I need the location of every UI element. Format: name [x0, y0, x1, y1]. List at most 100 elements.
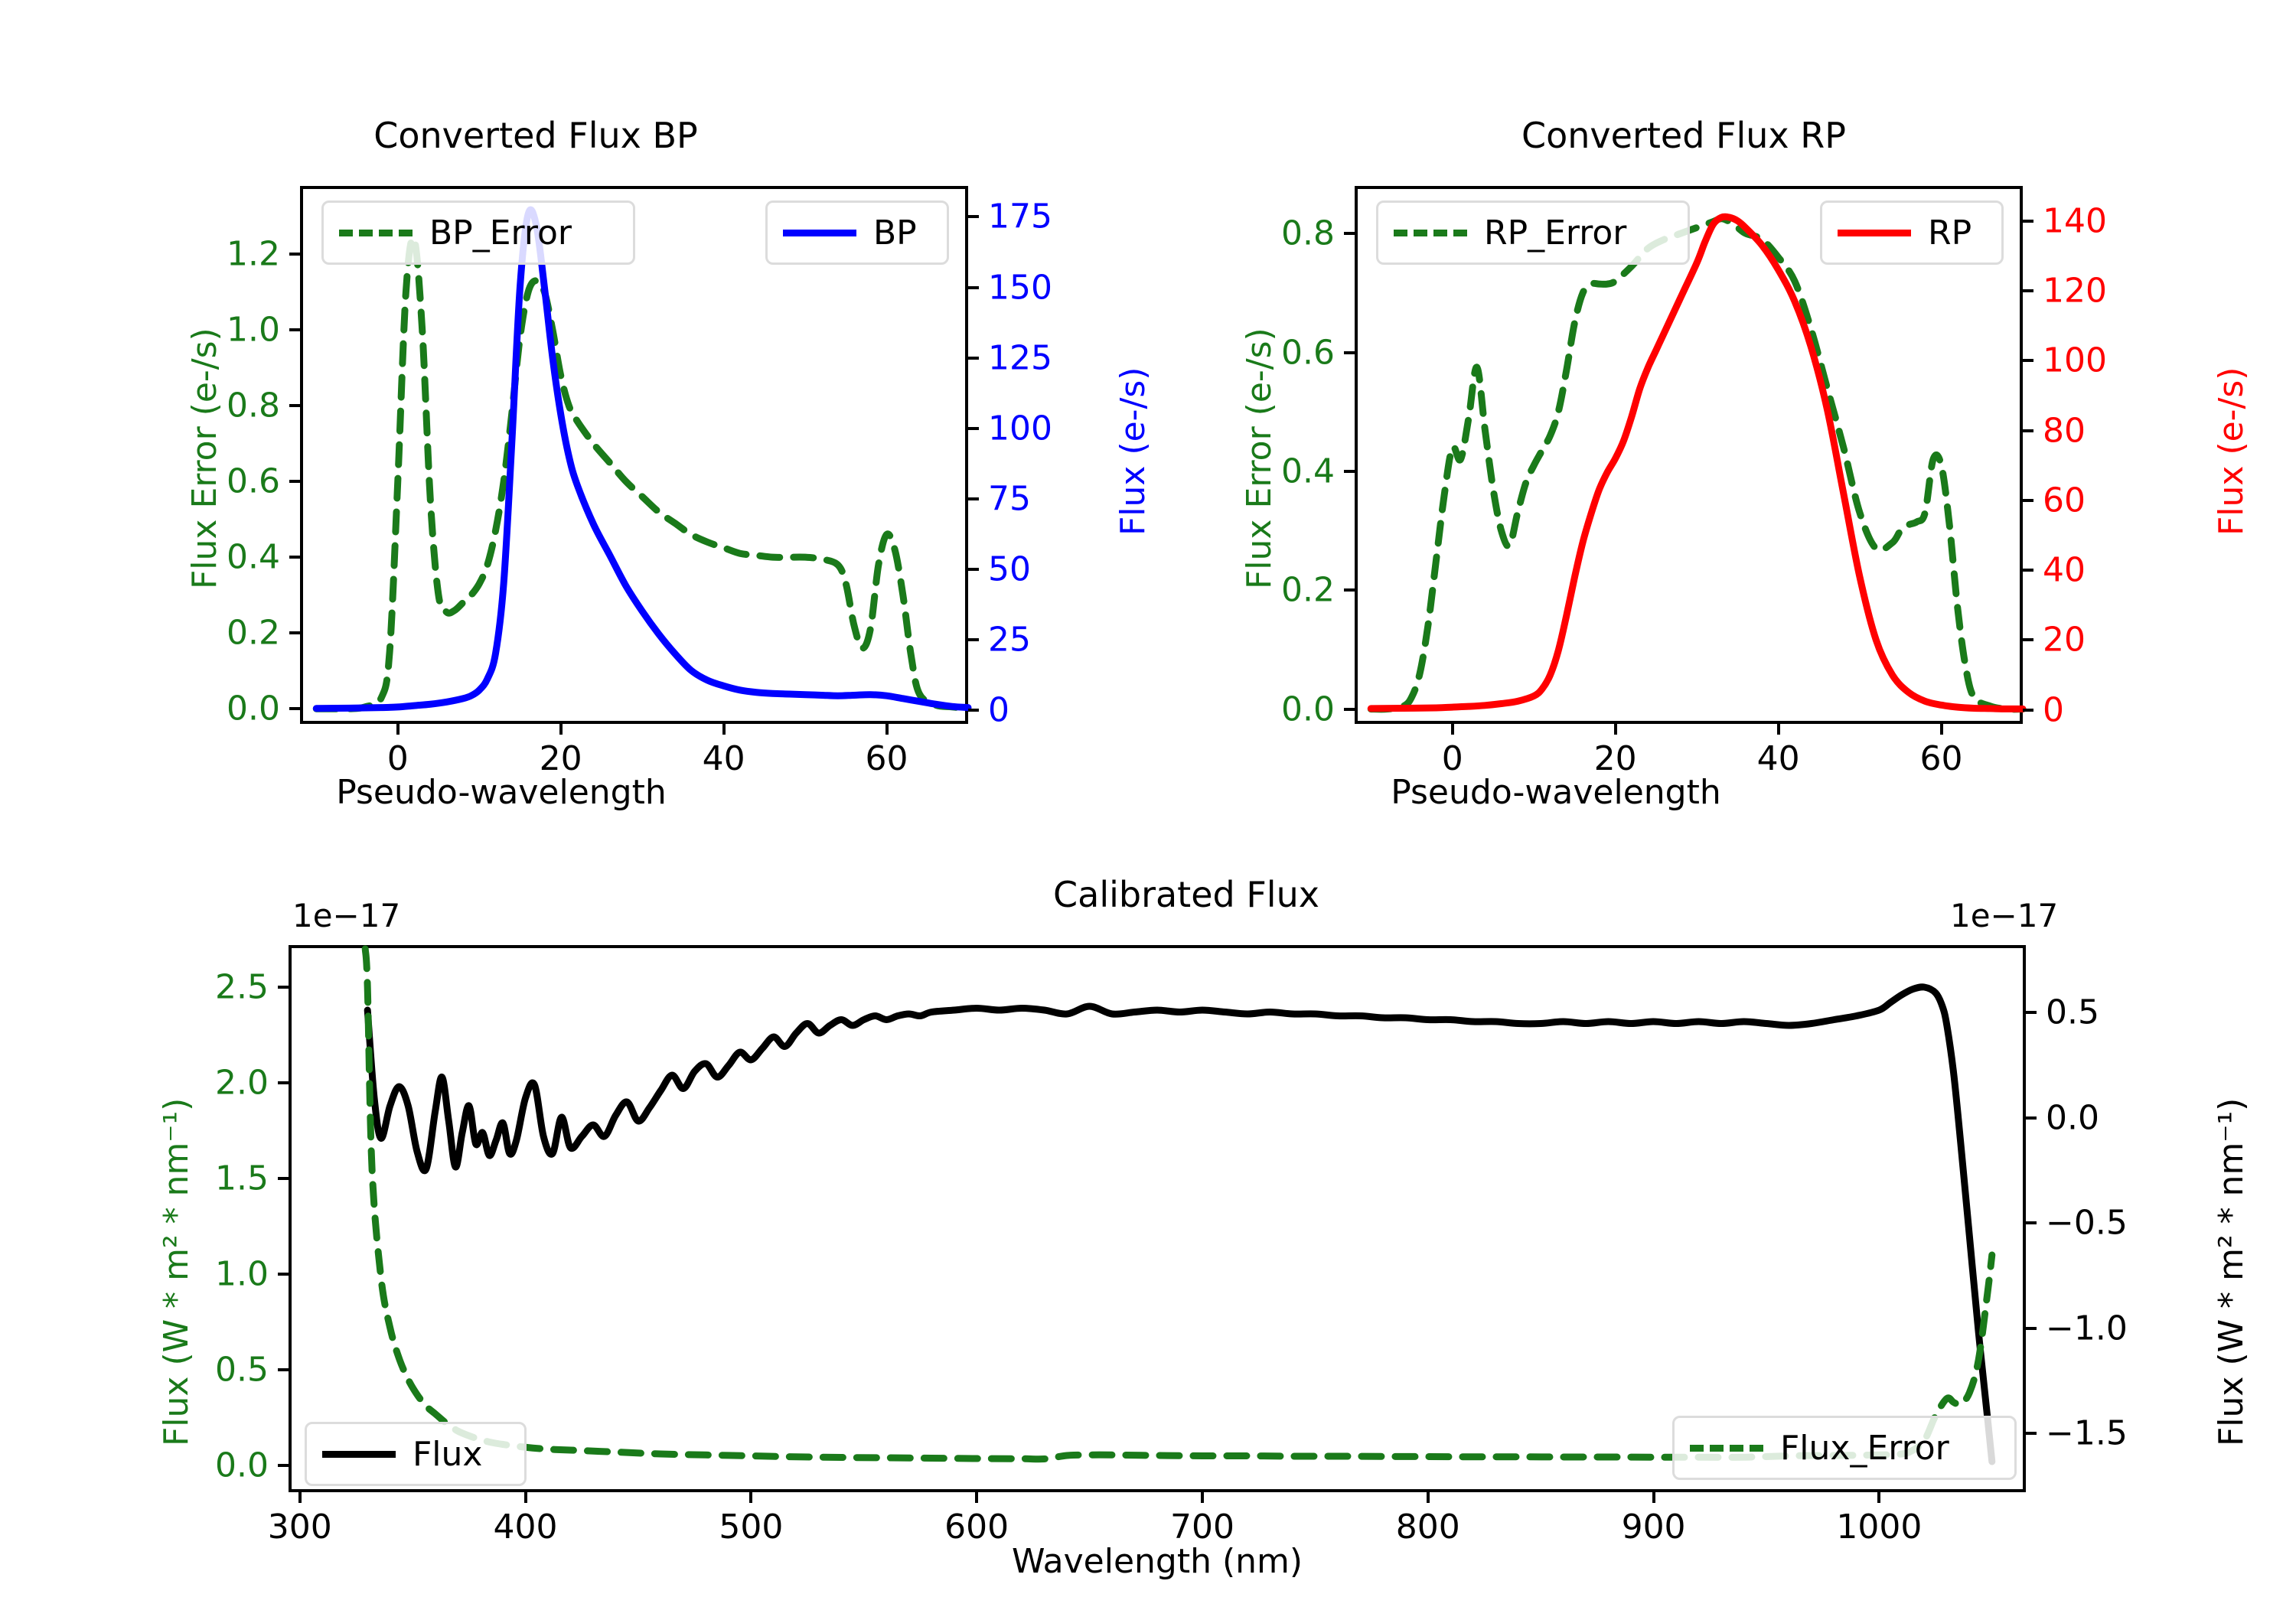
rp-right-tickmark	[2023, 638, 2033, 642]
bp-left-tick-label: 0.2	[227, 613, 280, 653]
calibrated-left-tick-label: 2.5	[215, 967, 269, 1007]
rp-right-tickmark	[2023, 359, 2033, 363]
bp-left-tickmark	[289, 556, 300, 559]
bp-x-tick-label: 40	[702, 739, 745, 778]
calibrated-right-offset-text: 1e−17	[1950, 897, 2059, 934]
bp-right-tick-label: 100	[988, 409, 1052, 448]
bp-right-tickmark	[968, 497, 979, 500]
rp-left-axis-label: Flux Error (e-/s)	[1240, 328, 1279, 589]
rp-error-legend[interactable]: RP_Error	[1376, 200, 1690, 265]
bp-left-tick-label: 0.6	[227, 461, 280, 501]
rp-left-tick-label: 0.0	[1281, 689, 1335, 729]
rp-error-legend-label: RP_Error	[1484, 213, 1627, 253]
bp-left-tickmark	[289, 328, 300, 332]
rp-right-tick-label: 40	[2043, 550, 2086, 590]
calibrated-left-tickmark	[278, 986, 289, 989]
bp-right-tick-label: 50	[988, 549, 1031, 589]
calibrated-left-tick-label: 0.0	[215, 1446, 269, 1485]
calibrated-x-tick-label: 900	[1621, 1508, 1686, 1547]
rp-right-tickmark	[2023, 429, 2033, 432]
rp-right-tick-label: 60	[2043, 481, 2086, 520]
series-rp	[1367, 213, 2027, 712]
calibrated-axes-frame	[289, 945, 2026, 1492]
rp-legend-swatch	[1838, 229, 1911, 236]
calibrated-x-tickmark	[1877, 1492, 1881, 1503]
calibrated-right-tick-label: −1.5	[2046, 1413, 2128, 1453]
bp-error-legend-label: BP_Error	[429, 213, 572, 253]
calibrated-x-tickmark	[1652, 1492, 1655, 1503]
calibrated-error-legend[interactable]: Flux_Error	[1672, 1416, 2017, 1480]
bp-left-axis-label: Flux Error (e-/s)	[185, 328, 224, 589]
calibrated-flux-legend[interactable]: Flux	[305, 1422, 527, 1486]
rp-left-tickmark	[1344, 469, 1355, 473]
rp-x-tick-label: 0	[1441, 739, 1463, 778]
calibrated-left-tickmark	[278, 1081, 289, 1084]
calibrated-left-tick-label: 1.5	[215, 1159, 269, 1198]
calibrated-left-tick-label: 1.0	[215, 1254, 269, 1294]
rp-left-tickmark	[1344, 707, 1355, 711]
rp-right-tick-label: 20	[2043, 620, 2086, 660]
bp-right-tickmark	[968, 215, 979, 219]
bp-error-legend[interactable]: BP_Error	[321, 200, 635, 265]
bp-panel-title: Converted Flux BP	[373, 115, 698, 156]
bp-right-tick-label: 150	[988, 268, 1052, 307]
bp-x-tick-label: 60	[865, 739, 908, 778]
calibrated-right-tickmark	[2026, 1432, 2037, 1435]
panel-calibrated-flux: Calibrated Flux 1e−17 1e−17 0.0 0.5 1.0 1.5…	[0, 811, 2296, 1607]
calibrated-right-tickmark	[2026, 1221, 2037, 1224]
calibrated-x-tickmark	[749, 1492, 753, 1503]
calibrated-panel-title: Calibrated Flux	[1053, 874, 1319, 915]
calibrated-x-tickmark	[298, 1492, 302, 1503]
series-flux	[364, 983, 1996, 1465]
rp-right-tickmark	[2023, 498, 2033, 502]
bp-right-tickmark	[968, 637, 979, 641]
bp-right-axis-label: Flux (e-/s)	[1114, 367, 1153, 536]
rp-x-tick-label: 60	[1919, 739, 1963, 778]
rp-legend[interactable]: RP	[1820, 200, 2004, 265]
calibrated-left-offset-text: 1e−17	[292, 897, 401, 934]
bp-legend[interactable]: BP	[765, 200, 949, 265]
calibrated-left-tickmark	[278, 1464, 289, 1467]
calibrated-right-tick-label: −0.5	[2046, 1203, 2128, 1243]
rp-right-tickmark	[2023, 708, 2033, 712]
calibrated-right-tickmark	[2026, 1326, 2037, 1330]
bp-right-tick-label: 25	[988, 620, 1031, 660]
bp-right-tick-label: 75	[988, 479, 1031, 519]
rp-right-tick-label: 140	[2043, 201, 2107, 241]
bp-x-tickmark	[722, 724, 726, 735]
series-bp_error	[312, 234, 972, 712]
bp-left-tick-label: 0.4	[227, 537, 280, 577]
bp-x-tickmark	[885, 724, 889, 735]
rp-right-tick-label: 120	[2043, 271, 2107, 311]
bp-right-tickmark	[968, 708, 979, 712]
calibrated-x-tick-label: 700	[1169, 1508, 1234, 1547]
rp-left-tickmark	[1344, 588, 1355, 592]
calibrated-x-tick-label: 800	[1395, 1508, 1460, 1547]
bp-x-tick-label: 20	[539, 739, 582, 778]
calibrated-left-axis-label: Flux (W * m² * nm⁻¹)	[157, 1097, 196, 1446]
rp-x-tickmark	[1450, 724, 1454, 735]
rp-x-axis-label: Pseudo-wavelength	[1391, 773, 1721, 812]
calibrated-x-tickmark	[523, 1492, 527, 1503]
rp-right-tick-label: 0	[2043, 690, 2064, 730]
bp-left-tick-label: 1.2	[227, 234, 280, 274]
bp-right-tick-label: 175	[988, 197, 1052, 236]
bp-right-tickmark	[968, 285, 979, 289]
series-rp_error	[1367, 215, 2027, 713]
calibrated-left-tickmark	[278, 1273, 289, 1276]
bp-legend-swatch	[783, 229, 856, 236]
rp-error-legend-swatch	[1394, 229, 1467, 236]
bp-left-tickmark	[289, 707, 300, 711]
calibrated-x-tickmark	[975, 1492, 979, 1503]
calibrated-flux-legend-label: Flux	[413, 1434, 483, 1474]
rp-right-tick-label: 80	[2043, 411, 2086, 451]
bp-x-tickmark	[396, 724, 400, 735]
bp-left-tickmark	[289, 480, 300, 484]
bp-x-tickmark	[559, 724, 563, 735]
rp-x-tickmark	[1776, 724, 1780, 735]
calibrated-x-tickmark	[1200, 1492, 1204, 1503]
rp-right-tickmark	[2023, 569, 2033, 572]
rp-x-tickmark	[1939, 724, 1943, 735]
rp-x-tickmark	[1613, 724, 1617, 735]
